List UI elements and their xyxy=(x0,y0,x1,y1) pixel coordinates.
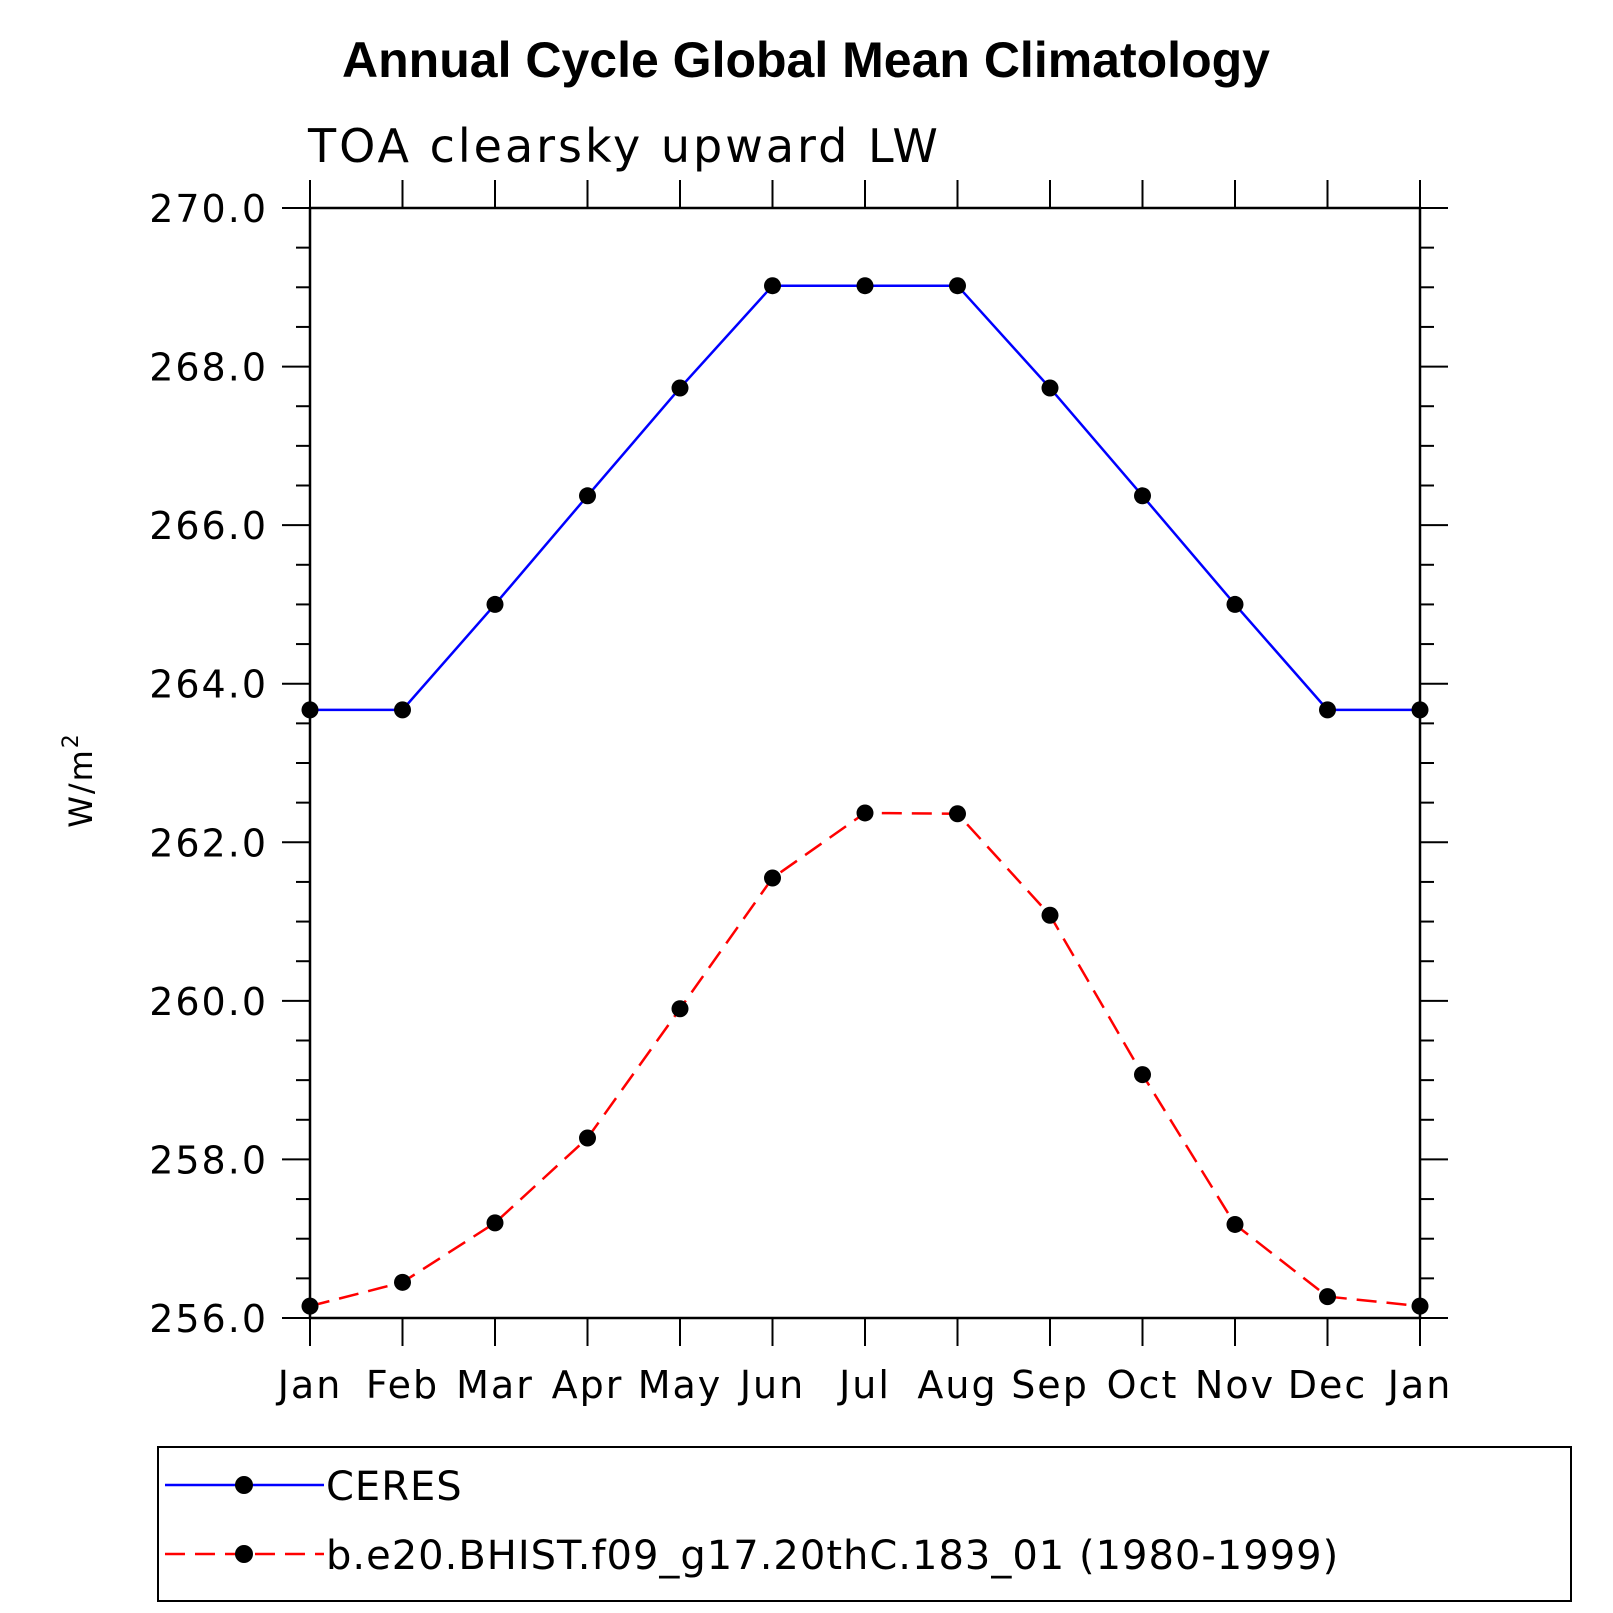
data-point xyxy=(301,1297,319,1315)
data-point xyxy=(1041,906,1059,924)
y-tick-label: 262.0 xyxy=(149,821,268,865)
legend: CERES b.e20.BHIST.f09_g17.20thC.183_01 (… xyxy=(157,1446,1572,1602)
data-point xyxy=(856,804,874,822)
legend-marker-model xyxy=(235,1545,253,1563)
data-point xyxy=(671,1000,689,1018)
data-point xyxy=(671,379,689,397)
chart-title: Annual Cycle Global Mean Climatology xyxy=(342,32,1270,88)
data-point xyxy=(1226,595,1244,613)
data-point xyxy=(1226,1215,1244,1233)
data-point xyxy=(1319,1288,1336,1306)
data-point xyxy=(394,1273,411,1291)
x-tick-label: Jul xyxy=(837,1363,891,1407)
y-tick-label: 256.0 xyxy=(149,1297,268,1341)
data-point xyxy=(579,487,596,505)
y-tick-label: 264.0 xyxy=(149,663,268,707)
data-point xyxy=(949,805,966,823)
plot-frame xyxy=(308,206,1422,1320)
legend-marker-ceres xyxy=(235,1476,253,1494)
x-tick-label: Feb xyxy=(366,1363,439,1407)
x-tick-label: May xyxy=(638,1363,723,1407)
data-point xyxy=(1411,1297,1429,1315)
x-tick-label: Jun xyxy=(738,1363,805,1407)
data-point xyxy=(394,701,411,719)
data-point xyxy=(1319,701,1336,719)
legend-label-model: b.e20.BHIST.f09_g17.20thC.183_01 (1980-1… xyxy=(326,1533,1339,1579)
legend-box xyxy=(157,1446,1572,1602)
data-point xyxy=(764,869,781,887)
x-tick-label: Apr xyxy=(552,1363,624,1407)
y-tick-label: 270.0 xyxy=(149,187,268,231)
data-point xyxy=(1134,1066,1151,1084)
series-line-0 xyxy=(310,284,1420,712)
data-point xyxy=(301,701,319,719)
series-layer xyxy=(301,277,1429,1315)
data-point xyxy=(764,277,781,295)
chart-subtitle: TOA clearsky upward LW xyxy=(307,119,941,173)
x-tick-label: Jan xyxy=(1386,1363,1453,1407)
y-tick-label: 260.0 xyxy=(149,980,268,1024)
y-axis-label-text: W/m xyxy=(62,748,100,828)
data-point xyxy=(579,1129,596,1147)
data-point xyxy=(1411,701,1429,719)
x-tick-label: Oct xyxy=(1107,1363,1179,1407)
x-tick-label: Nov xyxy=(1195,1363,1275,1407)
data-point xyxy=(856,277,874,295)
x-tick-label: Mar xyxy=(456,1363,534,1407)
data-point xyxy=(949,277,966,295)
y-tick-label: 268.0 xyxy=(149,346,268,390)
x-tick-label: Sep xyxy=(1011,1363,1089,1407)
data-point xyxy=(486,595,504,613)
series-line-1 xyxy=(309,811,1421,1308)
svg-text:W/m2: W/m2 xyxy=(59,732,100,828)
y-axis-label: W/m2 xyxy=(59,732,100,828)
x-tick-label: Aug xyxy=(917,1363,997,1407)
legend-label-ceres: CERES xyxy=(326,1464,463,1510)
x-tick-label: Dec xyxy=(1288,1363,1368,1407)
data-point xyxy=(1041,379,1059,397)
y-tick-label: 266.0 xyxy=(149,504,268,548)
data-point xyxy=(1134,487,1151,505)
y-axis-label-superscript: 2 xyxy=(59,732,84,748)
x-tick-label: Jan xyxy=(276,1363,343,1407)
data-point xyxy=(486,1214,504,1232)
axes: Jan Feb Mar Apr May Jun Jul Aug Sep Oct Nov Dec Jan2… xyxy=(149,180,1453,1407)
y-tick-label: 258.0 xyxy=(149,1138,268,1182)
